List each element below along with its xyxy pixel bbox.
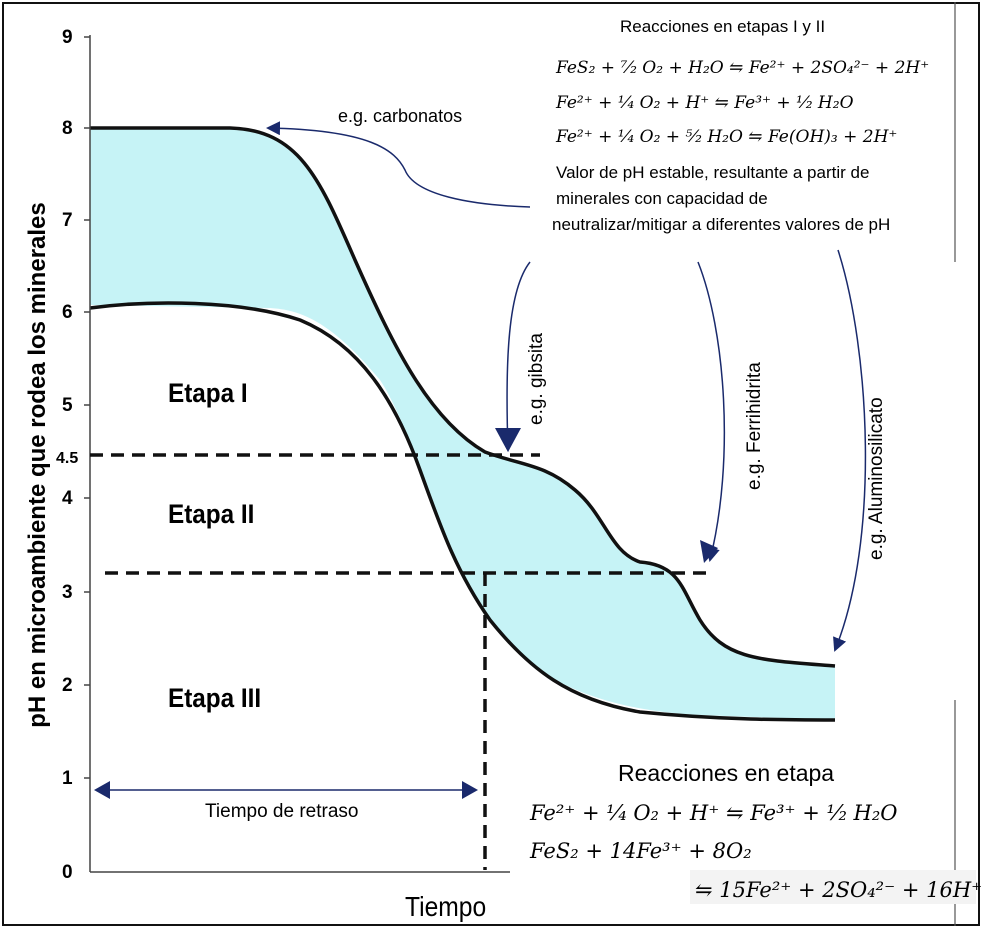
y-tick-label: 5 — [62, 395, 73, 416]
ferrihidrita-label: e.g. Ferrihidrita — [744, 362, 765, 490]
ph-band — [90, 128, 835, 720]
top-eq-2: Fe²⁺ + ¹⁄₄ O₂ + H⁺ ⇋ Fe³⁺ + ¹⁄₂ H₂O — [555, 93, 854, 113]
stage-label-1: Etapa I — [168, 379, 248, 408]
gibsita-label: e.g. gibsita — [526, 333, 547, 425]
bottom-eq-1: Fe²⁺ + ¹⁄₄ O₂ + H⁺ ⇋ Fe³⁺ + ¹⁄₂ H₂O — [529, 801, 898, 825]
gibsita-arrow — [500, 261, 531, 452]
bottom-eq-3: ⇋ 15Fe²⁺ + 2SO₄²⁻ + 16H⁺ — [695, 878, 982, 902]
y-tick-label: 6 — [62, 302, 73, 323]
aluminosilicato-arrow — [833, 249, 867, 652]
top-eq-1: FeS₂ + ⁷⁄₂ O₂ + H₂O ⇋ Fe²⁺ + 2SO₄²⁻ + 2H… — [555, 58, 929, 78]
gibsita-arrowhead — [495, 428, 521, 452]
top-desc-1: Valor de pH estable, resultante a partir… — [556, 163, 869, 182]
x-axis-title: Tiempo — [405, 891, 486, 923]
ferrihidrita-arrow — [697, 261, 726, 562]
upper-curve — [90, 126, 836, 668]
y-tick-label: 4.5 — [56, 450, 78, 467]
bottom-box-title: Reacciones en etapa — [618, 760, 834, 786]
y-tick-label: 2 — [62, 675, 73, 696]
y-tick-label: 8 — [62, 118, 73, 139]
y-tick-label: 1 — [62, 768, 73, 789]
lag-time-arrow — [94, 781, 478, 799]
bottom-eq-2: FeS₂ + 14Fe³⁺ + 8O₂ — [529, 839, 752, 863]
y-tick-label: 7 — [62, 210, 73, 231]
top-box-title: Reacciones en etapas I y II — [620, 17, 825, 36]
y-tick-label: 4 — [62, 488, 73, 509]
guide-lines — [90, 453, 712, 870]
y-tick-label: 3 — [62, 582, 73, 603]
top-desc-3: neutralizar/mitigar a diferentes valores… — [552, 215, 890, 234]
carbonatos-arrow — [266, 121, 531, 208]
ferrihidrita-arrowhead — [700, 540, 718, 563]
y-tick-label: 9 — [62, 27, 73, 48]
top-eq-3: Fe²⁺ + ¹⁄₄ O₂ + ⁵⁄₂ H₂O ⇋ Fe(OH)₃ + 2H⁺ — [555, 127, 897, 147]
carbonatos-label: e.g. carbonatos — [338, 106, 462, 126]
lag-time-label: Tiempo de retraso — [205, 801, 358, 822]
bottom-eq-3-highlight — [690, 870, 976, 904]
y-tick-marks — [84, 36, 90, 779]
y-tick-label: 0 — [62, 862, 73, 883]
lower-curve — [89, 301, 836, 722]
stage-label-3: Etapa III — [168, 684, 261, 713]
y-axis-title: pH en microambiente que rodea los minera… — [24, 202, 51, 728]
aluminosilicato-label: e.g. Aluminosilicato — [866, 397, 887, 560]
top-desc-2: minerales con capacidad de — [556, 189, 768, 208]
stage-label-2: Etapa II — [168, 500, 254, 529]
